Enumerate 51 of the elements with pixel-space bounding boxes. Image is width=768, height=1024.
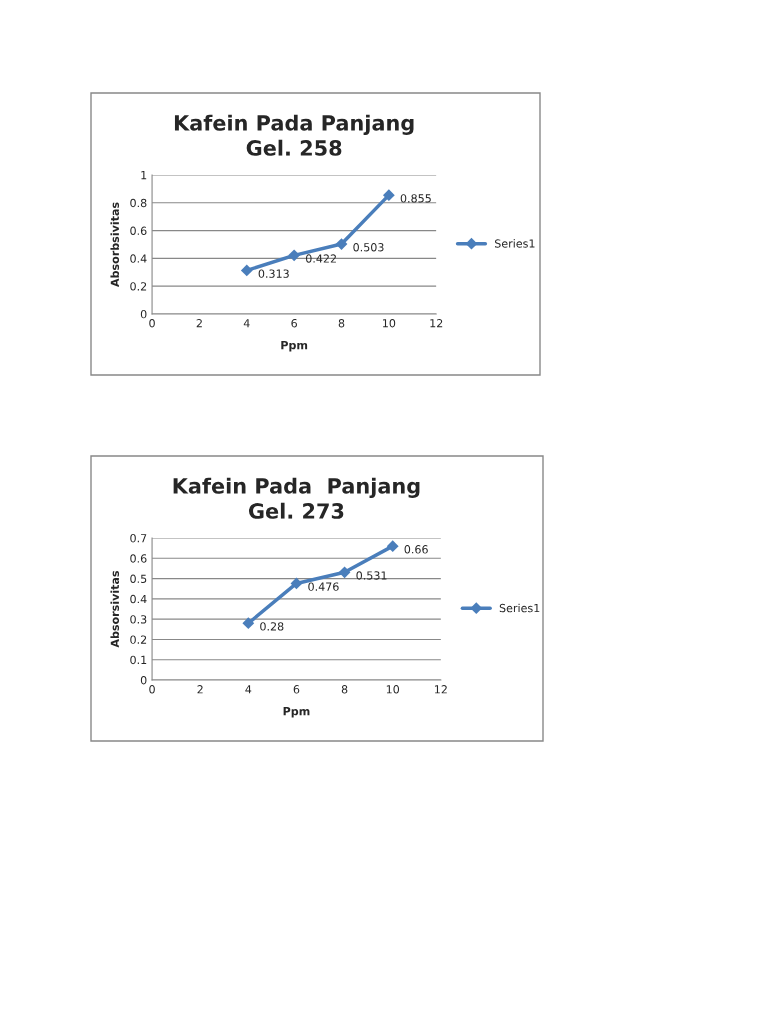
y-tick-label: 0.5 (130, 574, 147, 583)
x-axis-title: Ppm (281, 341, 308, 352)
data-label: 0.28 (260, 622, 284, 631)
legend-label: Series1 (499, 603, 540, 613)
x-tick-label: 0 (149, 685, 155, 694)
x-tick-label: 2 (197, 685, 203, 694)
y-tick-label: 0.2 (130, 282, 147, 291)
x-tick-label: 6 (291, 319, 297, 328)
x-tick-label: 10 (386, 685, 400, 694)
y-tick-label: 0.7 (130, 533, 147, 543)
y-axis-title: Absorsivitas (110, 570, 120, 648)
x-tick-label: 8 (338, 319, 345, 328)
point (386, 540, 399, 553)
point (288, 249, 301, 262)
data-label: 0.313 (258, 269, 289, 278)
y-tick-label: 0.1 (130, 655, 147, 665)
x-tick-label: 12 (430, 319, 443, 328)
x-tick-label: 10 (383, 319, 396, 328)
data-label: 0.531 (356, 571, 387, 580)
x-tick-label: 2 (196, 319, 202, 328)
point (242, 617, 255, 630)
y-tick-label: 0 (140, 309, 147, 319)
y-tick-label: 0 (140, 676, 147, 685)
y-tick-label: 1 (141, 171, 147, 180)
x-tick-label: 4 (243, 319, 250, 328)
data-label: 0.855 (400, 194, 431, 203)
y-tick-label: 0.8 (130, 198, 147, 208)
x-axis-title: Ppm (283, 707, 310, 718)
chart-title: Kafein Pada Panjang Gel. 258 (174, 114, 414, 156)
data-label: 0.503 (353, 243, 384, 252)
x-tick-label: 8 (341, 685, 348, 694)
x-tick-label: 12 (434, 685, 447, 694)
y-tick-label: 0.3 (130, 615, 147, 624)
point (338, 566, 351, 579)
y-axis-title: Absorbsivitas (110, 202, 120, 287)
y-tick-label: 0.6 (130, 554, 147, 563)
data-label: 0.476 (308, 582, 339, 591)
legend-label: Series1 (494, 239, 535, 248)
y-tick-label: 0.6 (130, 226, 147, 235)
y-tick-label: 0.2 (130, 635, 147, 644)
x-tick-label: 0 (149, 319, 155, 328)
chart-title: Kafein Pada Panjang Gel. 273 (173, 477, 420, 519)
y-tick-label: 0.4 (130, 254, 147, 263)
x-tick-label: 6 (293, 685, 300, 694)
y-tick-label: 0.4 (130, 594, 147, 604)
data-label: 0.66 (404, 545, 428, 554)
point (335, 238, 348, 250)
x-tick-label: 4 (245, 685, 252, 694)
point (382, 189, 395, 202)
data-label: 0.422 (305, 254, 336, 263)
point (240, 264, 253, 277)
